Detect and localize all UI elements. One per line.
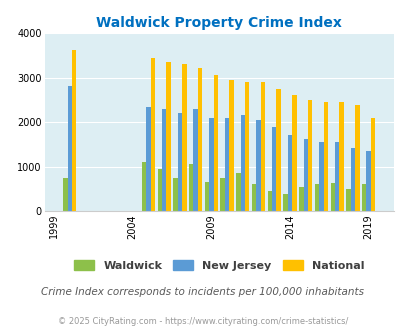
Bar xyxy=(182,64,186,211)
Bar xyxy=(220,178,224,211)
Bar xyxy=(271,127,276,211)
Bar xyxy=(370,118,374,211)
Bar xyxy=(166,62,171,211)
Bar xyxy=(193,109,197,211)
Bar xyxy=(146,107,150,211)
Bar xyxy=(173,178,177,211)
Bar xyxy=(366,151,370,211)
Bar xyxy=(224,118,229,211)
Bar xyxy=(68,86,72,211)
Bar xyxy=(252,184,256,211)
Bar xyxy=(307,100,311,211)
Bar xyxy=(350,148,354,211)
Bar xyxy=(334,142,339,211)
Bar xyxy=(260,82,264,211)
Bar xyxy=(314,183,318,211)
Bar xyxy=(330,183,334,211)
Bar xyxy=(318,142,323,211)
Bar xyxy=(287,135,292,211)
Text: Crime Index corresponds to incidents per 100,000 inhabitants: Crime Index corresponds to incidents per… xyxy=(41,287,364,297)
Bar xyxy=(240,115,245,211)
Legend: Waldwick, New Jersey, National: Waldwick, New Jersey, National xyxy=(70,256,368,276)
Title: Waldwick Property Crime Index: Waldwick Property Crime Index xyxy=(96,16,341,30)
Bar xyxy=(292,95,296,211)
Bar xyxy=(189,164,193,211)
Bar xyxy=(354,105,359,211)
Bar xyxy=(229,80,233,211)
Bar xyxy=(267,191,271,211)
Bar xyxy=(72,50,76,211)
Bar xyxy=(361,184,366,211)
Bar xyxy=(150,57,155,211)
Bar xyxy=(345,189,350,211)
Bar xyxy=(177,113,182,211)
Bar xyxy=(209,118,213,211)
Bar xyxy=(245,82,249,211)
Bar xyxy=(236,173,240,211)
Bar xyxy=(157,169,162,211)
Bar xyxy=(63,178,68,211)
Text: © 2025 CityRating.com - https://www.cityrating.com/crime-statistics/: © 2025 CityRating.com - https://www.city… xyxy=(58,317,347,326)
Bar xyxy=(204,182,209,211)
Bar xyxy=(303,139,307,211)
Bar xyxy=(323,102,327,211)
Bar xyxy=(276,89,280,211)
Bar xyxy=(213,75,217,211)
Bar xyxy=(339,102,343,211)
Bar xyxy=(298,187,303,211)
Bar xyxy=(256,120,260,211)
Bar xyxy=(141,162,146,211)
Bar xyxy=(283,194,287,211)
Bar xyxy=(162,109,166,211)
Bar xyxy=(197,68,202,211)
